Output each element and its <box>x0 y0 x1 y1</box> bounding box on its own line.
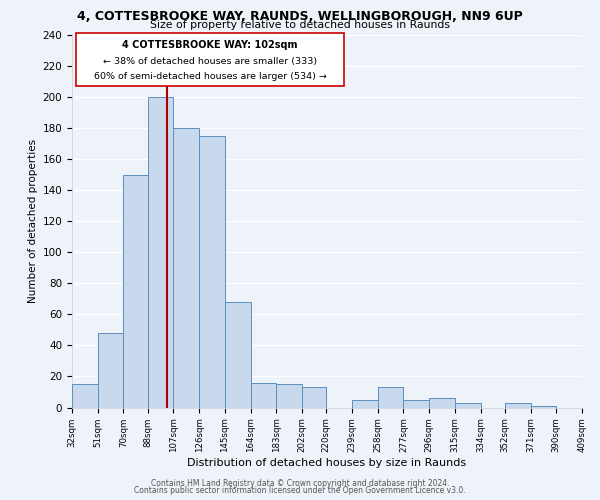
Bar <box>124 174 148 408</box>
Bar <box>199 136 225 407</box>
Bar <box>72 384 98 407</box>
FancyBboxPatch shape <box>76 34 344 86</box>
Bar <box>302 388 326 407</box>
Bar <box>251 382 276 407</box>
Text: Contains HM Land Registry data © Crown copyright and database right 2024.: Contains HM Land Registry data © Crown c… <box>151 478 449 488</box>
Bar <box>582 403 600 407</box>
Bar <box>173 128 199 407</box>
Bar <box>276 384 302 407</box>
Bar <box>352 400 378 407</box>
Y-axis label: Number of detached properties: Number of detached properties <box>28 139 38 304</box>
Bar <box>378 388 403 407</box>
Text: 4, COTTESBROOKE WAY, RAUNDS, WELLINGBOROUGH, NN9 6UP: 4, COTTESBROOKE WAY, RAUNDS, WELLINGBORO… <box>77 10 523 23</box>
Text: 4 COTTESBROOKE WAY: 102sqm: 4 COTTESBROOKE WAY: 102sqm <box>122 40 298 50</box>
Bar <box>403 400 429 407</box>
Bar <box>148 97 173 408</box>
Bar <box>505 403 530 407</box>
Bar <box>429 398 455 407</box>
Bar <box>225 302 251 408</box>
Text: Contains public sector information licensed under the Open Government Licence v3: Contains public sector information licen… <box>134 486 466 495</box>
Bar <box>530 406 556 407</box>
Text: 60% of semi-detached houses are larger (534) →: 60% of semi-detached houses are larger (… <box>94 72 326 81</box>
Bar <box>98 333 124 407</box>
X-axis label: Distribution of detached houses by size in Raunds: Distribution of detached houses by size … <box>187 458 467 468</box>
Bar <box>455 403 481 407</box>
Text: Size of property relative to detached houses in Raunds: Size of property relative to detached ho… <box>150 20 450 30</box>
Text: ← 38% of detached houses are smaller (333): ← 38% of detached houses are smaller (33… <box>103 56 317 66</box>
